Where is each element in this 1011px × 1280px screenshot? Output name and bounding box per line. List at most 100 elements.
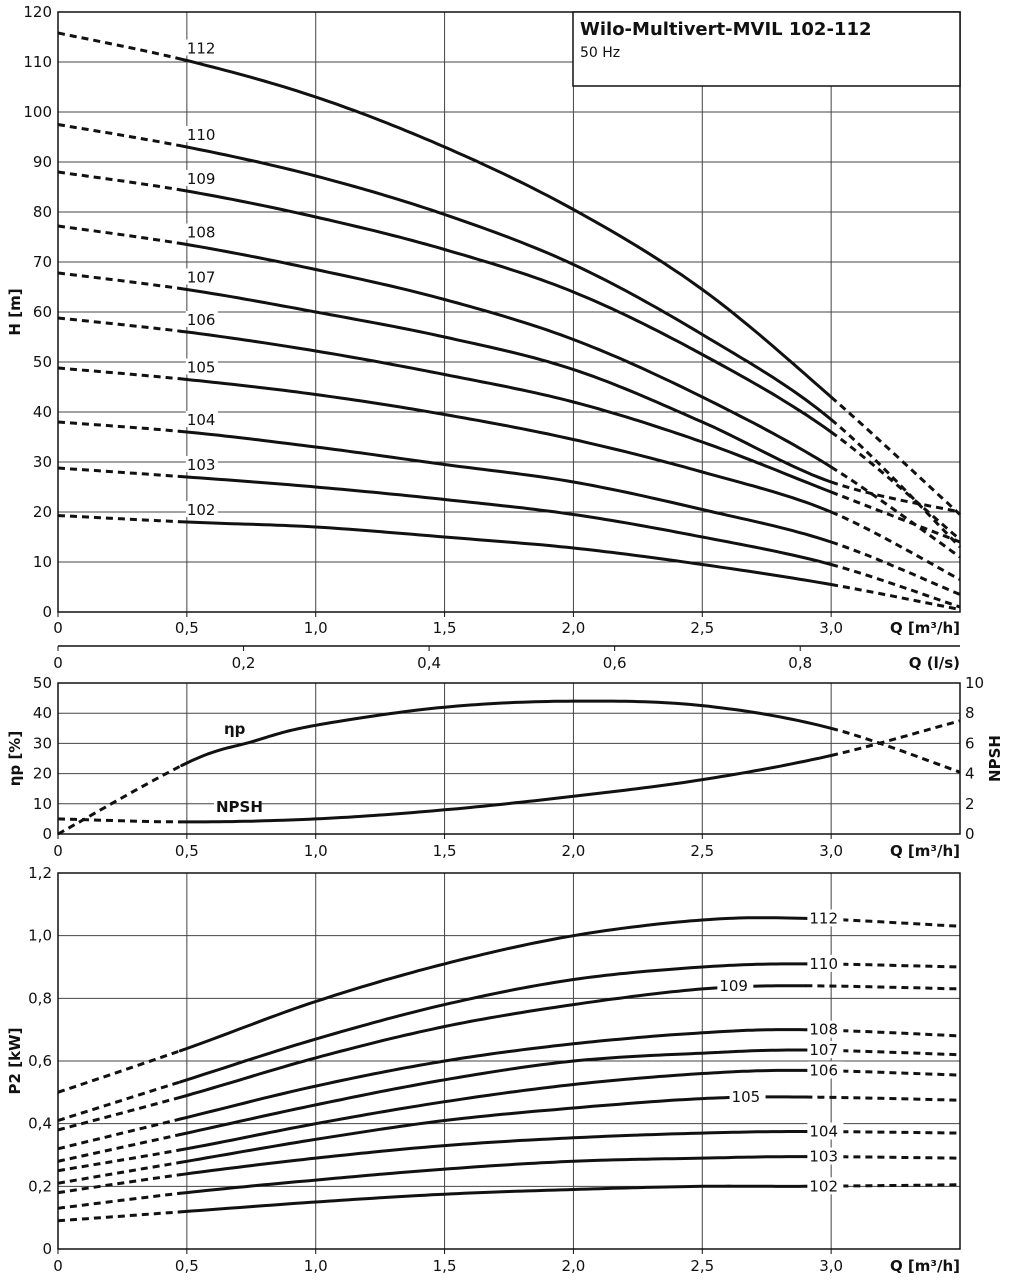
- h-y-tick-label: 60: [33, 303, 52, 321]
- p2-curve-label-107: 107: [809, 1041, 838, 1059]
- h-curve-109-solid: [178, 188, 833, 434]
- p2-curve-label-bg: [807, 1122, 844, 1140]
- q-ls-tick-label: 0,4: [417, 654, 441, 672]
- p2-x-tick-label: 3,0: [819, 1257, 843, 1275]
- curve-npsh-dashed-start: [57, 817, 181, 824]
- p2-curve-110-dashed-start: [57, 1080, 181, 1122]
- p2-curve-104-solid: [178, 1130, 807, 1177]
- p2-x-tick-label: 2,0: [561, 1257, 585, 1275]
- p2-curve-label-bg: [807, 1061, 844, 1079]
- eff-x-tick-label: 1,5: [433, 842, 457, 860]
- curve-efficiency-solid: [180, 699, 833, 767]
- h-curve-112-solid: [178, 57, 833, 399]
- p2-curve-label-bg: [807, 909, 844, 927]
- h-curve-label-bg: [185, 39, 218, 56]
- p2-curve-110-solid: [178, 962, 807, 1084]
- npsh-y-axis-label: NPSH: [986, 735, 1004, 782]
- p2-x-tick-label: 1,0: [304, 1257, 328, 1275]
- h-curve-108-dashed-end: [830, 465, 961, 559]
- h-x-axis-label: Q [m³/h]: [890, 619, 960, 637]
- eff-y-tick-label: 20: [33, 765, 52, 783]
- h-curve-108-solid: [178, 241, 833, 469]
- p2-curve-105-solid: [178, 1095, 807, 1164]
- h-curve-label-bg: [185, 268, 218, 285]
- curve-npsh-solid: [178, 754, 833, 824]
- p2-curve-label-105: 105: [732, 1088, 761, 1106]
- p2-curve-label-bg: [807, 954, 844, 972]
- h-y-tick-label: 120: [23, 3, 52, 21]
- h-x-tick-label: 0,5: [175, 619, 199, 637]
- eff-y-tick-label: 40: [33, 704, 52, 722]
- eff-x-tick-label: 3,0: [819, 842, 843, 860]
- h-y-axis-label: H [m]: [6, 288, 24, 335]
- h-y-tick-label: 90: [33, 153, 52, 171]
- p2-curve-103-dashed-start: [57, 1191, 181, 1210]
- p2-y-tick-label: 0,4: [28, 1115, 52, 1133]
- title-box: [572, 11, 961, 87]
- curve-efficiency-dashed-end: [830, 726, 961, 774]
- npsh-y-tick-label: 4: [965, 765, 975, 783]
- h-curve-104-dashed-start: [57, 420, 181, 433]
- h-curve-110-solid: [178, 144, 833, 421]
- h-curve-label-104: 104: [187, 411, 216, 429]
- h-curve-102-dashed-end: [830, 583, 961, 611]
- plot-frame-3: [57, 872, 961, 1250]
- h-curve-103-dashed-end: [830, 563, 961, 609]
- p2-curve-109-dashed-end: [805, 984, 961, 991]
- npsh-y-tick-label: 8: [965, 704, 975, 722]
- plot-frame-2: [57, 682, 961, 835]
- chart-subtitle: 50 Hz: [580, 45, 620, 61]
- h-curve-label-bg: [185, 456, 218, 472]
- p2-curve-label-106: 106: [809, 1061, 838, 1079]
- p2-y-axis-label: P2 [kW]: [6, 1028, 24, 1095]
- p2-curve-label-103: 103: [809, 1148, 838, 1166]
- curve-npsh-dashed-end: [830, 719, 961, 757]
- p2-curve-label-bg: [729, 1088, 766, 1106]
- p2-curve-103-solid: [178, 1155, 807, 1195]
- eff-x-tick-label: 0: [53, 842, 63, 860]
- p2-curve-label-109: 109: [719, 977, 748, 995]
- h-y-tick-label: 40: [33, 403, 52, 421]
- h-x-tick-label: 1,5: [433, 619, 457, 637]
- curve-efficiency-dashed-start: [57, 764, 183, 836]
- p2-y-tick-label: 0,2: [28, 1177, 52, 1195]
- h-y-tick-label: 70: [33, 253, 52, 271]
- h-y-tick-label: 20: [33, 503, 52, 521]
- npsh-y-tick-label: 6: [965, 734, 975, 752]
- q-ls-tick-label: 0,6: [603, 654, 627, 672]
- h-curve-108-dashed-start: [57, 224, 181, 245]
- plot-frame-1: [57, 11, 961, 613]
- p2-curve-102-solid: [178, 1184, 807, 1214]
- p2-curve-106-dashed-start: [57, 1148, 181, 1173]
- h-curve-label-107: 107: [187, 269, 216, 287]
- p2-y-tick-label: 0,6: [28, 1052, 52, 1070]
- h-x-tick-label: 1,0: [304, 619, 328, 637]
- p2-y-tick-label: 0: [42, 1240, 52, 1258]
- h-curve-102-dashed-start: [57, 514, 181, 524]
- h-y-tick-label: 50: [33, 353, 52, 371]
- chart-title: Wilo-Multivert-MVIL 102-112: [580, 19, 872, 40]
- p2-x-tick-label: 2,5: [690, 1257, 714, 1275]
- h-curve-label-112: 112: [187, 40, 216, 58]
- h-y-tick-label: 100: [23, 103, 52, 121]
- npsh-y-tick-label: 10: [965, 674, 984, 692]
- h-curve-label-bg: [185, 501, 218, 517]
- eff-x-tick-label: 0,5: [175, 842, 199, 860]
- p2-curve-109-dashed-start: [57, 1095, 181, 1132]
- p2-curve-label-bg: [807, 1041, 844, 1059]
- q-ls-tick-label: 0,2: [232, 654, 256, 672]
- p2-curve-109-solid: [178, 984, 807, 1099]
- p2-curve-108-dashed-start: [57, 1117, 181, 1151]
- h-curve-label-bg: [185, 126, 218, 142]
- h-curve-104-dashed-end: [830, 540, 961, 596]
- h-curve-label-bg: [185, 411, 218, 427]
- h-curve-105-dashed-start: [57, 366, 181, 381]
- h-curve-103-solid: [178, 475, 833, 566]
- h-curve-label-105: 105: [187, 359, 216, 377]
- h-curve-106-solid: [178, 329, 833, 494]
- eff-y-tick-label: 50: [33, 674, 52, 692]
- p2-x-tick-label: 1,5: [433, 1257, 457, 1275]
- h-curve-label-bg: [185, 311, 218, 327]
- p2-curve-108-solid: [178, 1028, 807, 1121]
